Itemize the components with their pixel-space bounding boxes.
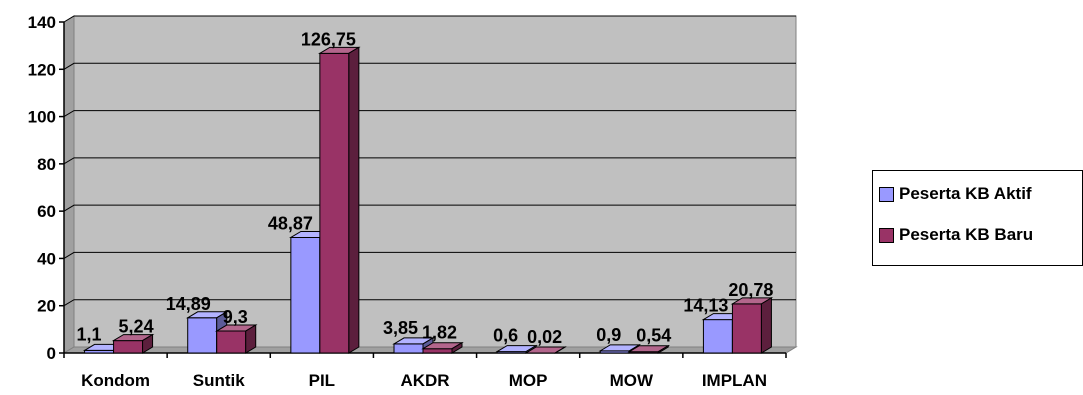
data-label: 5,24 [119, 317, 154, 337]
y-tick-label: 120 [28, 60, 56, 79]
data-label: 14,89 [166, 294, 211, 314]
legend-label-baru: Peserta KB Baru [899, 225, 1034, 244]
y-tick-label: 100 [28, 108, 56, 127]
legend-label-aktif: Peserta KB Aktif [899, 184, 1032, 203]
bar-front [113, 340, 144, 354]
data-label: 9,3 [223, 307, 248, 327]
data-label: 14,13 [683, 296, 728, 316]
bar-side [760, 296, 772, 354]
bar-side [554, 346, 566, 354]
y-tick-label: 140 [28, 13, 56, 32]
bar-front [393, 343, 424, 354]
gridline [63, 299, 796, 307]
legend-swatch-aktif [879, 186, 894, 202]
bar-side [451, 341, 463, 354]
x-tick-label: Kondom [81, 371, 150, 390]
data-label: 126,75 [301, 29, 356, 49]
bar [318, 46, 361, 354]
gridline [63, 15, 796, 23]
bar [730, 296, 774, 354]
bars [82, 46, 774, 354]
gridline [63, 62, 796, 70]
y-tick-label: 20 [37, 297, 56, 316]
bar-side [245, 324, 257, 354]
bar-front [216, 330, 247, 354]
bar-front [702, 319, 733, 354]
bar-side [142, 333, 154, 354]
y-tick-label: 40 [37, 249, 56, 268]
data-labels: 1,1 14,89 48,87 3,85 0,6 0,9 14,13 5,24 9,3 126,7… [77, 29, 774, 347]
y-tick-label: 80 [37, 155, 56, 174]
bar-front [187, 317, 218, 354]
x-tick-label: IMPLAN [702, 371, 767, 390]
bar [524, 346, 567, 354]
gridline [63, 110, 796, 118]
data-label: 0,9 [596, 325, 621, 345]
bar [214, 324, 258, 354]
legend-item-aktif: Peserta KB Aktif [879, 184, 1032, 204]
data-label: 1,1 [77, 324, 102, 344]
bar [627, 344, 671, 354]
gridline [63, 251, 796, 259]
data-label: 20,78 [728, 280, 773, 300]
data-label: 3,85 [383, 318, 418, 338]
x-tick-label: PIL [309, 371, 335, 390]
data-label: 48,87 [268, 213, 313, 233]
y-tick-label: 0 [47, 344, 56, 363]
data-label: 0,6 [493, 326, 518, 346]
data-label: 1,82 [422, 323, 457, 343]
bar-front [731, 303, 762, 354]
gridline [63, 157, 796, 165]
bar-side [348, 46, 360, 354]
bar [111, 333, 155, 354]
x-tick-label: AKDR [400, 371, 449, 390]
y-tick-label: 60 [37, 202, 56, 221]
bar-side [657, 344, 669, 354]
legend: Peserta KB Aktif Peserta KB Baru [872, 170, 1083, 266]
bar-front [422, 348, 453, 354]
gridline [63, 204, 796, 212]
bar-front [319, 52, 350, 354]
bar [421, 341, 464, 354]
x-tick-label: MOP [509, 371, 548, 390]
bar-front [290, 236, 321, 354]
legend-swatch-baru [879, 227, 894, 243]
x-tick-label: Suntik [193, 371, 245, 390]
data-label: 0,54 [636, 326, 671, 346]
legend-item-baru: Peserta KB Baru [879, 225, 1033, 245]
x-tick-label: MOW [610, 371, 654, 390]
data-label: 0,02 [527, 327, 562, 347]
